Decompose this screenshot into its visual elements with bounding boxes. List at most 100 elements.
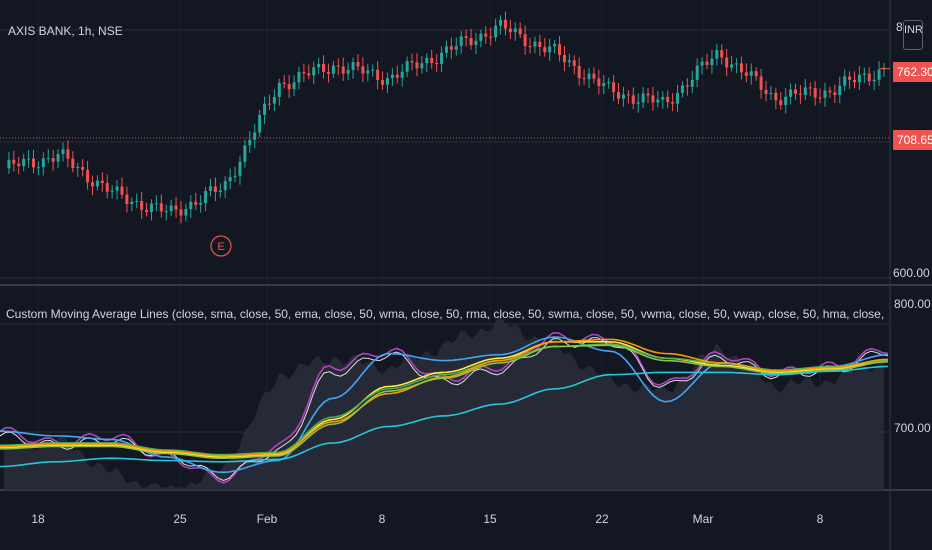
- candle-body: [95, 180, 99, 187]
- candle-body: [253, 132, 257, 140]
- candle-body: [577, 65, 581, 79]
- candle-body: [617, 92, 621, 99]
- candle-body: [159, 203, 163, 212]
- candle-body: [828, 90, 832, 93]
- candle-body: [720, 50, 724, 58]
- last-price-tag: 762.30: [893, 62, 932, 82]
- candle-body: [543, 47, 547, 53]
- candle-body: [651, 95, 655, 103]
- settings-button[interactable]: [903, 20, 923, 50]
- candle-body: [218, 190, 222, 193]
- indicator-close-area: [4, 315, 884, 490]
- candle-body: [503, 19, 507, 29]
- candle-body: [194, 201, 198, 205]
- candle-body: [548, 46, 552, 53]
- candle-body: [331, 65, 335, 74]
- candle-body: [803, 87, 807, 95]
- candle-body: [145, 209, 149, 212]
- price-line: [0, 68, 890, 139]
- candle-body: [469, 38, 473, 46]
- candle-body: [479, 33, 483, 41]
- candle-body: [376, 69, 380, 81]
- candle-body: [626, 94, 630, 96]
- candle-body: [17, 163, 21, 166]
- indicator-axis-label-high: 800.00: [894, 297, 931, 311]
- top-axis-label-high: 8: [896, 20, 903, 34]
- candle-body: [46, 158, 50, 160]
- ma-line-rma: [0, 365, 889, 468]
- candle-body: [862, 73, 866, 75]
- ma-line-sma: [0, 341, 889, 458]
- candle-body: [705, 61, 709, 66]
- candle-body: [248, 139, 252, 146]
- earnings-marker[interactable]: E: [210, 235, 232, 257]
- candle-body: [789, 89, 793, 97]
- candle-body: [110, 190, 114, 192]
- candle-body: [12, 159, 16, 164]
- price-line-tag: 708.65: [893, 130, 932, 150]
- candle-body: [346, 69, 350, 74]
- candle-body: [154, 203, 158, 205]
- price-candles[interactable]: [7, 11, 886, 224]
- candle-body: [749, 71, 753, 76]
- candle-body: [636, 102, 640, 104]
- candle-body: [100, 180, 104, 184]
- candle-body: [420, 63, 424, 69]
- candle-body: [774, 92, 778, 101]
- candle-body: [184, 208, 188, 216]
- candle-body: [553, 43, 557, 47]
- candle-body: [474, 40, 478, 46]
- candle-body: [430, 57, 434, 64]
- candle-body: [607, 82, 611, 84]
- candle-body: [351, 61, 355, 70]
- candle-body: [66, 149, 70, 159]
- candle-body: [381, 80, 385, 85]
- candle-body: [735, 63, 739, 65]
- candle-body: [597, 78, 601, 87]
- candle-body: [779, 100, 783, 106]
- candle-body: [312, 67, 316, 76]
- candle-body: [440, 52, 444, 64]
- candle-body: [356, 61, 360, 67]
- candle-body: [336, 65, 340, 67]
- candle-body: [56, 154, 60, 162]
- x-tick-7: 8: [816, 512, 824, 526]
- candle-body: [877, 69, 881, 80]
- indicator-title: Custom Moving Average Lines (close, sma,…: [6, 307, 886, 321]
- candle-body: [582, 78, 586, 80]
- candle-body: [499, 19, 503, 26]
- candle-body: [41, 158, 45, 168]
- x-tick-1: 25: [173, 512, 187, 526]
- ma-line-wma: [0, 338, 889, 457]
- candle-body: [223, 181, 227, 191]
- candle-body: [140, 201, 144, 210]
- candle-body: [366, 70, 370, 74]
- candle-body: [297, 71, 301, 83]
- moving-average-lines[interactable]: [0, 332, 889, 484]
- earnings-circle: [210, 235, 232, 257]
- candle-body: [730, 64, 734, 68]
- candle-body: [90, 182, 94, 187]
- candle-body: [715, 50, 719, 59]
- candle-body: [459, 36, 463, 46]
- candle-body: [208, 186, 212, 192]
- x-tick-6: Mar: [692, 512, 714, 526]
- candle-body: [494, 25, 498, 38]
- candle-body: [562, 55, 566, 63]
- candle-body: [105, 183, 109, 192]
- candle-body: [671, 102, 675, 104]
- candle-body: [759, 76, 763, 90]
- candle-body: [130, 201, 134, 204]
- candle-body: [754, 71, 758, 77]
- candle-body: [415, 62, 419, 69]
- candle-body: [690, 79, 694, 87]
- candle-body: [228, 176, 232, 182]
- candle-body: [518, 28, 522, 35]
- candle-body: [174, 205, 178, 210]
- candle-body: [435, 63, 439, 65]
- candle-body: [769, 92, 773, 94]
- candle-body: [798, 93, 802, 95]
- candle-body: [272, 97, 276, 104]
- candle-body: [794, 89, 798, 94]
